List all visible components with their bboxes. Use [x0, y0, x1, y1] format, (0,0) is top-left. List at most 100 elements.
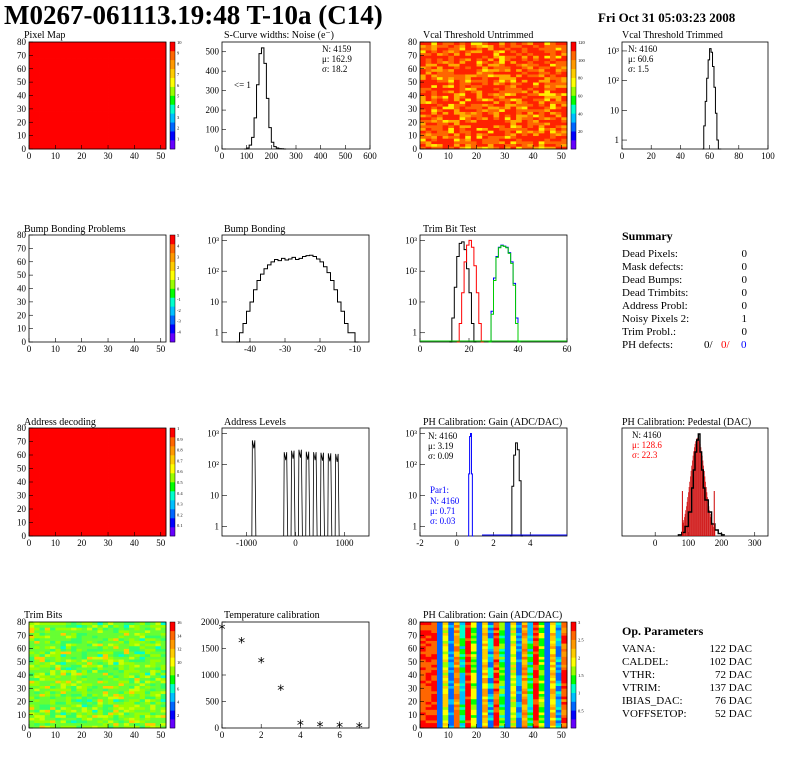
heatmap-cell	[44, 140, 51, 145]
heatmap-cell	[160, 720, 167, 724]
heatmap-cell	[499, 138, 506, 142]
heatmap-cell	[465, 116, 472, 120]
heatmap-cell	[34, 704, 40, 708]
heatmap-cell	[521, 79, 528, 83]
heatmap-cell	[113, 95, 119, 99]
heatmap-cell	[65, 506, 72, 510]
colorbar-cell	[571, 95, 576, 105]
heatmap-cell	[76, 629, 83, 633]
heatmap-cell	[29, 438, 35, 442]
heatmap-cell	[420, 68, 427, 72]
heatmap-cell	[442, 92, 449, 96]
heatmap-cell	[86, 446, 93, 450]
heatmap-cell	[113, 622, 119, 626]
heatmap-cell	[86, 44, 93, 48]
heatmap-cell	[134, 712, 141, 716]
heatmap-cell	[448, 675, 455, 679]
heatmap-cell	[160, 455, 167, 459]
heatmap-cell	[97, 438, 104, 442]
heatmap-cell	[60, 68, 67, 72]
heatmap-cell	[499, 124, 506, 128]
heatmap-cell	[425, 696, 432, 700]
heatmap-cell	[123, 479, 130, 483]
colorbar-cell	[170, 675, 175, 685]
heatmap-cell	[516, 52, 523, 56]
heatmap-cell	[453, 709, 460, 713]
heatmap-cell	[442, 124, 449, 128]
heatmap-cell	[39, 84, 46, 88]
heatmap-cell	[487, 140, 494, 145]
heatmap-cell	[482, 68, 489, 72]
heatmap-cell	[431, 659, 438, 663]
y-tick-label: 0	[22, 337, 27, 347]
heatmap-cell	[118, 495, 125, 499]
x-tick-label: -20	[314, 344, 326, 354]
heatmap-cell	[448, 127, 455, 131]
x-tick-label: 40	[130, 344, 140, 354]
heatmap-cell	[442, 698, 449, 702]
heatmap-cell	[431, 74, 438, 78]
colorbar-tick: 0.2	[177, 512, 183, 517]
heatmap-cell	[155, 714, 162, 718]
heatmap-cell	[436, 627, 444, 631]
heatmap-cell	[544, 119, 551, 123]
heatmap-cell	[160, 42, 167, 46]
heatmap-cell	[555, 60, 562, 64]
heatmap-cell	[134, 436, 141, 440]
heatmap-cell	[123, 100, 130, 104]
heatmap-cell	[482, 47, 489, 51]
heatmap-cell	[97, 632, 104, 636]
heatmap-cell	[71, 90, 77, 94]
colorbar-cell	[170, 622, 175, 632]
heatmap-cell	[86, 108, 93, 112]
heatmap-cell	[55, 63, 62, 67]
heatmap-cell	[50, 55, 56, 59]
heatmap-cell	[150, 714, 156, 718]
colorbar-cell	[571, 42, 576, 52]
heatmap-cell	[76, 722, 83, 726]
heatmap-cell	[465, 87, 472, 91]
heatmap-cell	[34, 696, 40, 700]
heatmap-cell	[144, 725, 151, 729]
heatmap-cell	[139, 127, 146, 131]
heatmap-cell	[134, 124, 141, 128]
heatmap-cell	[521, 76, 528, 80]
heatmap-cell	[118, 79, 125, 83]
heatmap-cell	[561, 90, 568, 94]
heatmap-cell	[420, 122, 427, 126]
data-point: *	[219, 622, 226, 638]
heatmap-cell	[92, 685, 98, 689]
heatmap-cell	[493, 58, 500, 62]
heatmap-cell	[34, 68, 40, 72]
heatmap-cell	[150, 693, 156, 697]
heatmap-cell	[476, 116, 483, 120]
heatmap-cell	[102, 495, 109, 499]
heatmap-cell	[39, 629, 46, 633]
heatmap-cell	[521, 71, 528, 75]
heatmap-cell	[39, 503, 46, 507]
heatmap-cell	[123, 471, 130, 475]
heatmap-cell	[81, 495, 88, 499]
heatmap-cell	[160, 122, 167, 126]
heatmap-cell	[123, 476, 130, 480]
heatmap-cell	[71, 643, 77, 647]
heatmap-cell	[108, 441, 114, 445]
heatmap-cell	[123, 138, 130, 142]
heatmap-cell	[92, 449, 98, 453]
heatmap-cell	[60, 530, 67, 534]
heatmap-cell	[527, 90, 534, 94]
heatmap-cell	[134, 527, 141, 531]
heatmap-cell	[81, 712, 88, 716]
heatmap-cell	[39, 490, 46, 494]
heatmap-cell	[129, 140, 135, 145]
heatmap-cell	[555, 50, 562, 54]
y-tick-label: 20	[17, 310, 27, 320]
heatmap-cell	[459, 127, 466, 131]
heatmap-cell	[65, 714, 72, 718]
heatmap-cell	[34, 130, 40, 134]
chart-title: PH Calibration: Gain (ADC/DAC)	[423, 417, 562, 428]
heatmap-cell	[134, 622, 141, 626]
heatmap-cell	[134, 498, 141, 502]
heatmap-cell	[71, 519, 77, 523]
heatmap-cell	[139, 680, 146, 684]
